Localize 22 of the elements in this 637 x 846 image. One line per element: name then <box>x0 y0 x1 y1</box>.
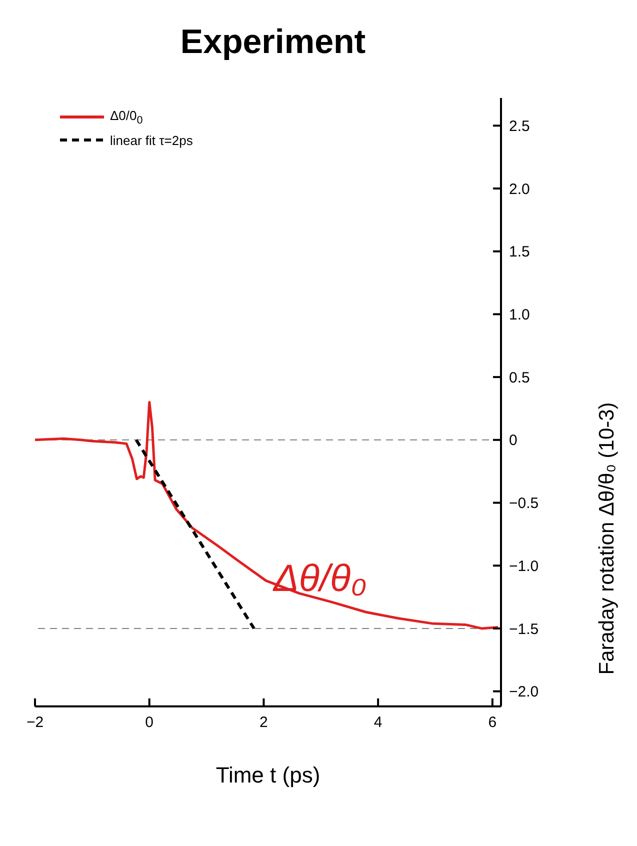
x-tick-label: 0 <box>145 714 154 732</box>
x-axis-title: Time t (ps) <box>216 762 320 788</box>
legend-label: Δ0/0$_{0}$ <box>110 108 143 127</box>
x-tick-label: −2 <box>26 714 44 732</box>
y-tick-label: −0.5 <box>509 495 539 512</box>
y-tick-label: −1.0 <box>509 558 539 575</box>
y-tick-label: 1.5 <box>509 244 530 261</box>
x-tick-label: 2 <box>260 714 268 732</box>
y-tick-label: −2.0 <box>509 684 539 701</box>
legend-label: linear fit τ=2ps <box>110 132 193 148</box>
y-axis-title: Faraday rotation Δθ/θ₀ (10-3) <box>595 402 618 675</box>
y-tick-label: 2.0 <box>509 180 530 198</box>
annotation: Δθ/θ₀ <box>272 558 367 600</box>
x-tick-label: 6 <box>488 714 497 732</box>
y-tick-label: −1.5 <box>509 620 539 638</box>
y-tick-label: 0.5 <box>509 369 530 386</box>
y-tick-label: 2.5 <box>509 118 530 135</box>
line-series <box>35 400 500 630</box>
y-tick-label: 1.0 <box>509 306 530 324</box>
chart-title: Experiment <box>180 23 366 61</box>
y-tick-label: 0 <box>509 432 518 450</box>
x-tick-label: 4 <box>374 714 382 732</box>
